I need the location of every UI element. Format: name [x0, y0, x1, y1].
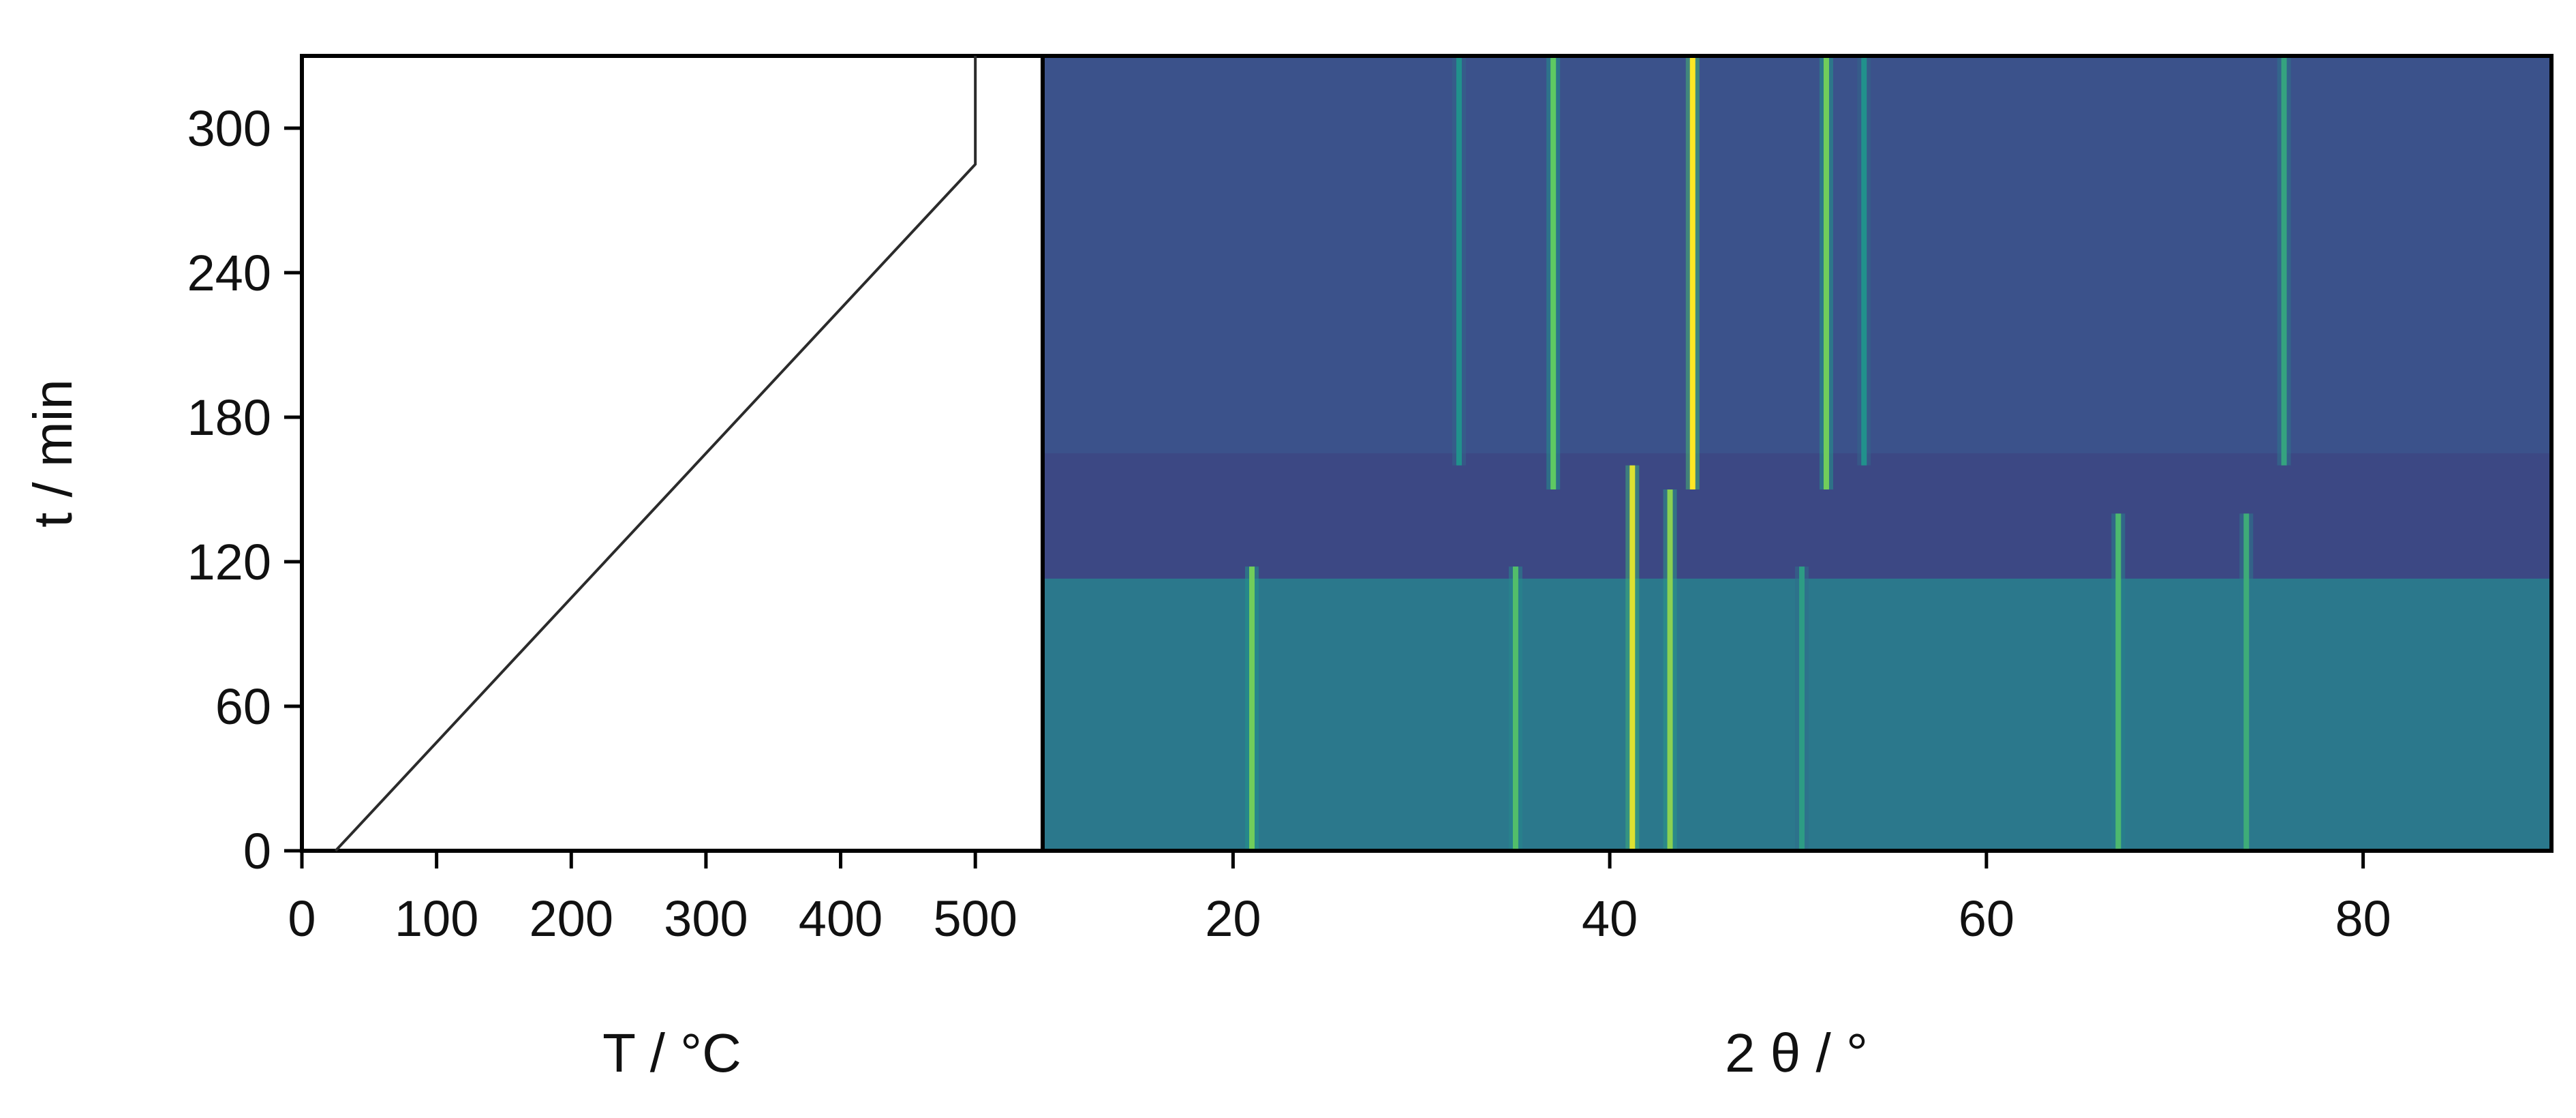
- left-x-axis-label: T / °C: [602, 1023, 741, 1083]
- left-plot-frame: [300, 54, 1045, 853]
- left-x-tick-label: 100: [395, 890, 478, 947]
- heatmap-band: [1045, 56, 2551, 453]
- left-x-tick-label: 300: [664, 890, 748, 947]
- right-x-axis-ticks: 20 40 60 80: [1205, 851, 2391, 947]
- heatmap-peak: [2239, 513, 2254, 851]
- heatmap-peak: [1625, 465, 1640, 851]
- right-x-axis-label: 2 θ / °: [1725, 1023, 1868, 1083]
- right-plot-frame: [1041, 54, 2554, 853]
- heatmap-peak: [2277, 56, 2291, 466]
- right-x-tick-label: 20: [1205, 890, 1261, 947]
- heatmap-peak: [1508, 566, 1522, 851]
- heatmap-peak: [1795, 566, 1809, 851]
- y-tick-label: 240: [187, 245, 271, 301]
- left-x-tick-label: 400: [799, 890, 883, 947]
- temperature-profile-line: [334, 56, 977, 852]
- heatmap-peak: [1685, 56, 1700, 489]
- heatmap-peak: [1546, 56, 1561, 489]
- y-tick-label: 120: [187, 534, 271, 590]
- heatmap-peak: [1452, 56, 1467, 466]
- heatmap-peak: [1857, 56, 1871, 466]
- y-tick-label: 180: [187, 389, 271, 446]
- left-x-tick-label: 200: [530, 890, 613, 947]
- right-x-tick-label: 40: [1582, 890, 1638, 947]
- left-x-tick-label: 0: [288, 890, 316, 947]
- left-x-axis-ticks: 0 100 200 300 400 500: [288, 851, 1017, 947]
- heatmap-peak: [1245, 566, 1259, 851]
- right-panel: 20 40 60 80 2 θ / °: [1041, 54, 2554, 1083]
- heatmap-band: [1045, 453, 2551, 579]
- left-x-tick-label: 500: [933, 890, 1017, 947]
- y-tick-label: 60: [215, 678, 271, 735]
- heatmap-peaks: [1245, 56, 2291, 851]
- heatmap-peak: [2111, 513, 2126, 851]
- heatmap-peak: [1819, 56, 1833, 489]
- right-x-tick-label: 60: [1959, 890, 2014, 947]
- y-axis-label: t / min: [22, 379, 83, 528]
- heatmap-peak: [1663, 489, 1677, 851]
- y-tick-label: 300: [187, 100, 271, 157]
- y-axis-ticks: 0 60 120 180 240 300: [187, 100, 302, 879]
- y-tick-label: 0: [243, 823, 271, 879]
- right-x-tick-label: 80: [2335, 890, 2391, 947]
